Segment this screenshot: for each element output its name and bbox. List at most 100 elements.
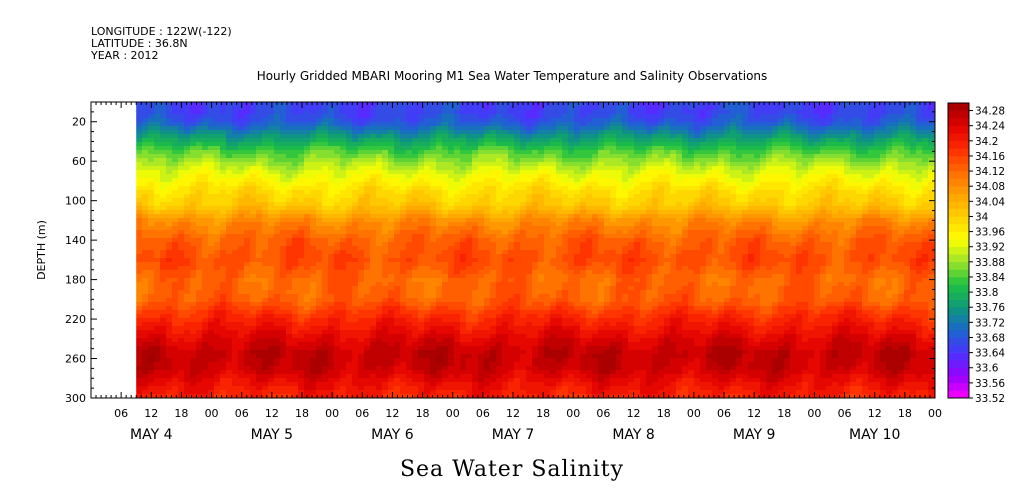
heatmap-cell [484,130,491,135]
heatmap-cell [448,250,455,255]
heatmap-cell [136,306,143,311]
heatmap-cell [442,370,449,375]
heatmap-cell [184,338,191,343]
heatmap-cell [358,210,365,215]
heatmap-cell [406,342,413,347]
heatmap-cell [400,218,407,223]
heatmap-cell [328,306,335,311]
heatmap-cell [478,130,485,135]
heatmap-cell [508,182,515,187]
heatmap-cell [478,258,485,263]
heatmap-cell [532,266,539,271]
heatmap-cell [424,218,431,223]
heatmap-cell [346,218,353,223]
heatmap-cell [382,222,389,227]
heatmap-cell [508,294,515,299]
heatmap-cell [250,226,257,231]
heatmap-cell [424,254,431,259]
heatmap-cell [514,130,521,135]
heatmap-cell [370,346,377,351]
heatmap-cell [250,310,257,315]
heatmap-cell [346,386,353,391]
heatmap-cell [394,314,401,319]
heatmap-cell [352,286,359,291]
heatmap-cell [280,178,287,183]
heatmap-cell [298,330,305,335]
heatmap-cell [250,314,257,319]
heatmap-cell [232,322,239,327]
heatmap-cell [388,110,395,115]
heatmap-cell [388,230,395,235]
heatmap-cell [424,118,431,123]
heatmap-cell [244,250,251,255]
heatmap-cell [238,106,245,111]
heatmap-cell [400,214,407,219]
heatmap-cell [424,150,431,155]
heatmap-cell [364,198,371,203]
heatmap-cell [490,174,497,179]
heatmap-cell [436,290,443,295]
heatmap-cell [502,102,509,107]
heatmap-cell [160,282,167,287]
heatmap-cell [508,198,515,203]
heatmap-cell [376,110,383,115]
heatmap-cell [532,254,539,259]
heatmap-cell [466,178,473,183]
heatmap-cell [334,198,341,203]
heatmap-cell [316,394,323,398]
heatmap-cell [478,214,485,219]
heatmap-cell [262,326,269,331]
heatmap-cell [268,170,275,175]
heatmap-cell [184,154,191,159]
heatmap-cell [484,298,491,303]
heatmap-cell [304,186,311,191]
heatmap-cell [466,210,473,215]
heatmap-cell [424,178,431,183]
heatmap-cell [388,170,395,175]
heatmap-cell [418,174,425,179]
heatmap-cell [226,358,233,363]
heatmap-cell [532,146,539,151]
heatmap-cell [382,374,389,379]
heatmap-cell [274,270,281,275]
heatmap-cell [208,374,215,379]
heatmap-cell [526,266,533,271]
heatmap-cell [442,250,449,255]
heatmap-cell [226,110,233,115]
heatmap-cell [514,290,521,295]
heatmap-cell [226,154,233,159]
heatmap-cell [436,346,443,351]
heatmap-cell [172,102,179,107]
heatmap-cell [226,318,233,323]
heatmap-cell [322,382,329,387]
heatmap-cell [388,158,395,163]
heatmap-cell [166,378,173,383]
heatmap-cell [226,142,233,147]
heatmap-cell [508,390,515,395]
heatmap-cell [136,378,143,383]
heatmap-cell [196,314,203,319]
heatmap-cell [250,350,257,355]
heatmap-cell [226,134,233,139]
heatmap-cell [460,342,467,347]
heatmap-cell [232,258,239,263]
heatmap-cell [538,110,545,115]
heatmap-cell [418,142,425,147]
heatmap-cell [484,122,491,127]
heatmap-cell [412,182,419,187]
heatmap-cell [232,246,239,251]
heatmap-cell [364,262,371,267]
heatmap-cell [196,306,203,311]
heatmap-cell [520,390,527,395]
heatmap-cell [328,394,335,398]
heatmap-cell [190,182,197,187]
heatmap-cell [490,202,497,207]
heatmap-cell [526,250,533,255]
heatmap-cell [424,270,431,275]
heatmap-cell [454,282,461,287]
heatmap-cell [250,222,257,227]
heatmap-cell [370,278,377,283]
heatmap-cell [184,214,191,219]
heatmap-cell [226,370,233,375]
heatmap-cell [484,202,491,207]
